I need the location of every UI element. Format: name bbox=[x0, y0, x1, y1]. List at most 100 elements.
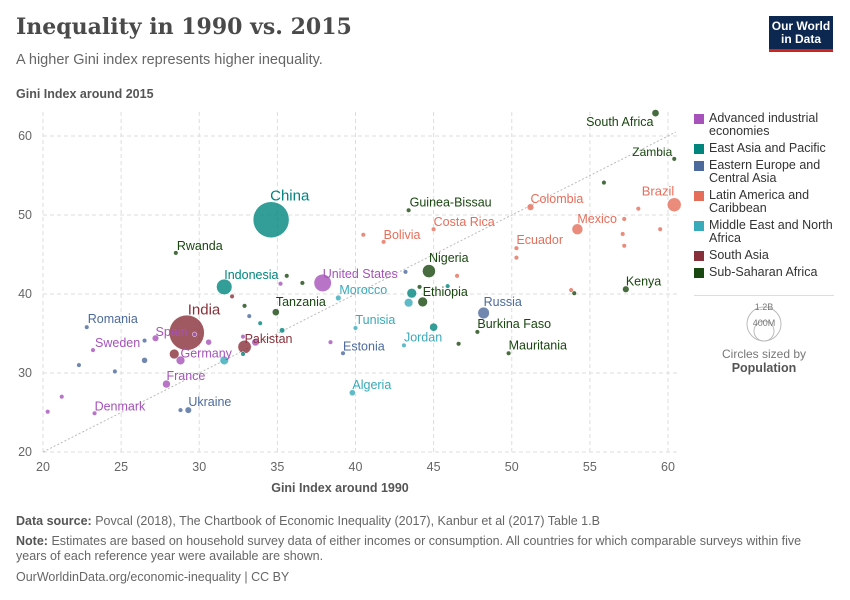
y-tick-label: 40 bbox=[18, 287, 32, 301]
point-germany[interactable] bbox=[175, 355, 186, 365]
point-mauritania[interactable] bbox=[506, 350, 512, 356]
data-point[interactable] bbox=[45, 409, 51, 415]
point-brazil[interactable] bbox=[667, 197, 682, 212]
label-ethiopia: Ethiopia bbox=[423, 285, 468, 299]
data-point[interactable] bbox=[169, 348, 180, 360]
label-sweden: Sweden bbox=[95, 336, 140, 350]
data-point[interactable] bbox=[621, 216, 627, 222]
point-france[interactable] bbox=[162, 379, 171, 389]
point-guinea-bissau[interactable] bbox=[406, 207, 412, 213]
data-point[interactable] bbox=[456, 341, 462, 347]
point-south-africa[interactable] bbox=[651, 109, 660, 117]
data-point[interactable] bbox=[205, 338, 212, 346]
legend-item-eeca[interactable]: Eastern Europe and Central Asia bbox=[694, 159, 844, 185]
point-united-states[interactable] bbox=[313, 273, 332, 292]
point-ethiopia[interactable] bbox=[417, 296, 428, 308]
legend-item-sa[interactable]: South Asia bbox=[694, 249, 844, 262]
legend-item-adv[interactable]: Advanced industrial economies bbox=[694, 112, 844, 138]
data-point[interactable] bbox=[240, 334, 246, 340]
data-point[interactable] bbox=[251, 338, 260, 347]
point-russia[interactable] bbox=[477, 306, 490, 320]
point-costa-rica[interactable] bbox=[431, 226, 437, 232]
point-kenya[interactable] bbox=[622, 285, 630, 293]
data-point[interactable] bbox=[112, 368, 118, 374]
source-line: Data source: Povcal (2018), The Chartboo… bbox=[16, 514, 816, 529]
data-point[interactable] bbox=[246, 313, 252, 319]
point-sweden[interactable] bbox=[90, 347, 96, 353]
data-point[interactable] bbox=[417, 284, 423, 290]
point-indonesia[interactable] bbox=[216, 278, 233, 295]
x-tick-label: 25 bbox=[114, 460, 128, 474]
point-burkina-faso[interactable] bbox=[474, 329, 480, 335]
data-point[interactable] bbox=[327, 339, 334, 345]
data-point[interactable] bbox=[141, 357, 148, 364]
point-ecuador[interactable] bbox=[513, 245, 519, 251]
data-point[interactable] bbox=[284, 273, 290, 279]
y-axis-label: Gini Index around 2015 bbox=[16, 87, 154, 101]
point-rwanda[interactable] bbox=[173, 250, 179, 256]
data-point[interactable] bbox=[404, 298, 414, 308]
data-point[interactable] bbox=[406, 288, 417, 299]
data-point[interactable] bbox=[568, 287, 574, 293]
label-estonia: Estonia bbox=[343, 339, 385, 353]
legend-item-eap[interactable]: East Asia and Pacific bbox=[694, 142, 844, 155]
data-point[interactable] bbox=[621, 243, 627, 249]
data-point[interactable] bbox=[299, 280, 305, 286]
point-colombia[interactable] bbox=[526, 203, 535, 211]
point-algeria[interactable] bbox=[349, 389, 356, 397]
data-point[interactable] bbox=[242, 303, 248, 309]
point-tanzania[interactable] bbox=[272, 308, 280, 316]
data-point[interactable] bbox=[445, 283, 451, 289]
point-denmark[interactable] bbox=[92, 410, 98, 416]
data-point[interactable] bbox=[177, 407, 184, 413]
point-nigeria[interactable] bbox=[422, 264, 436, 278]
credit-link[interactable]: OurWorldinData.org/economic-inequality |… bbox=[16, 570, 290, 584]
point-ukraine[interactable] bbox=[184, 406, 192, 414]
data-point[interactable] bbox=[59, 394, 65, 400]
data-point[interactable] bbox=[620, 231, 626, 237]
data-point[interactable] bbox=[76, 362, 82, 368]
data-point[interactable] bbox=[240, 351, 246, 357]
point-romania[interactable] bbox=[84, 324, 90, 330]
point-zambia[interactable] bbox=[671, 156, 677, 162]
data-point[interactable] bbox=[657, 226, 663, 232]
data-point[interactable] bbox=[571, 290, 577, 296]
legend-item-ssa[interactable]: Sub-Saharan Africa bbox=[694, 266, 844, 279]
data-point[interactable] bbox=[402, 269, 409, 275]
legend-item-mena[interactable]: Middle East and North Africa bbox=[694, 219, 844, 245]
point-china[interactable] bbox=[252, 201, 290, 238]
point-jordan[interactable] bbox=[401, 342, 407, 348]
point-india[interactable] bbox=[168, 314, 205, 351]
data-point[interactable] bbox=[229, 293, 235, 299]
data-point[interactable] bbox=[142, 338, 148, 344]
point-estonia[interactable] bbox=[340, 350, 346, 356]
label-united-states: United States bbox=[323, 267, 398, 281]
data-point[interactable] bbox=[601, 180, 607, 186]
data-point[interactable] bbox=[279, 327, 286, 334]
x-tick-label: 40 bbox=[349, 460, 363, 474]
data-point[interactable] bbox=[454, 273, 460, 279]
owid-logo[interactable]: Our World in Data bbox=[769, 16, 833, 52]
x-tick-label: 30 bbox=[192, 460, 206, 474]
legend-label: South Asia bbox=[709, 248, 769, 262]
label-france: France bbox=[166, 369, 205, 383]
data-point[interactable] bbox=[635, 206, 641, 212]
data-point[interactable] bbox=[429, 322, 438, 332]
size-label-small: 400M bbox=[753, 318, 776, 328]
data-point[interactable] bbox=[219, 355, 229, 365]
point-mexico[interactable] bbox=[571, 223, 584, 235]
size-legend-title: Circles sized by bbox=[721, 347, 807, 361]
point-morocco[interactable] bbox=[335, 294, 342, 302]
data-point[interactable] bbox=[192, 331, 198, 337]
point-spain[interactable] bbox=[151, 334, 160, 342]
data-point[interactable] bbox=[513, 255, 519, 261]
label-morocco: Morocco bbox=[339, 283, 387, 297]
point-bolivia[interactable] bbox=[381, 239, 387, 245]
point-tunisia[interactable] bbox=[352, 325, 359, 331]
data-point[interactable] bbox=[277, 281, 284, 287]
label-nigeria: Nigeria bbox=[429, 251, 469, 265]
data-point[interactable] bbox=[257, 320, 263, 326]
data-point[interactable] bbox=[360, 232, 366, 238]
label-denmark: Denmark bbox=[95, 399, 146, 413]
legend-item-lac[interactable]: Latin America and Caribbean bbox=[694, 189, 844, 215]
